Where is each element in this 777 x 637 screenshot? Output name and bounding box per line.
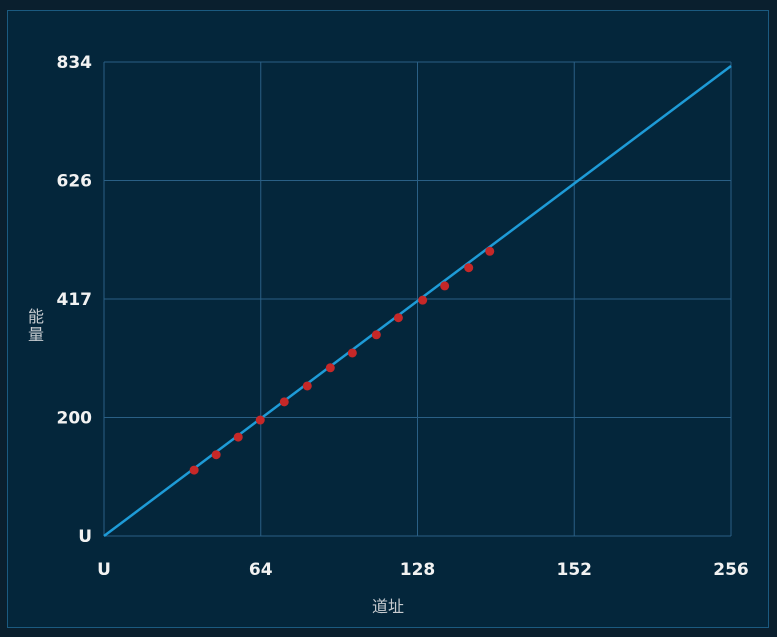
grid [103,61,732,537]
data-point [440,281,450,291]
marks [103,64,732,538]
data-point [464,263,474,273]
data-point [393,313,403,323]
data-point [233,432,243,442]
x-tick-label: U [97,560,111,580]
data-point [279,397,289,407]
data-point [325,363,335,373]
y-tick-label: U [78,527,92,547]
y-tick-label: 200 [57,409,93,429]
x-tick-label: 64 [249,560,273,580]
y-axis-label-char: 量 [28,325,44,344]
x-tick-label: 256 [713,560,749,580]
y-tick-label: 626 [57,172,93,192]
y-axis-label: 能量 [28,307,44,344]
x-axis-label: 道址 [372,597,404,616]
y-tick-label: 834 [57,53,93,73]
x-tick-label: 128 [400,560,436,580]
data-point [485,246,495,256]
data-point [347,348,357,358]
x-tick-label: 152 [557,560,593,580]
data-point [255,415,265,425]
data-point [371,330,381,340]
data-point [418,295,428,305]
chart-frame [7,10,769,628]
data-point [302,381,312,391]
y-axis-label-char: 能 [28,307,44,326]
data-point [211,450,221,460]
fit-line [103,64,732,538]
tick-labels: U 64 128 152 256 U 200 417 626 834 [57,53,749,580]
y-tick-label: 417 [57,290,93,310]
data-point [189,465,199,475]
